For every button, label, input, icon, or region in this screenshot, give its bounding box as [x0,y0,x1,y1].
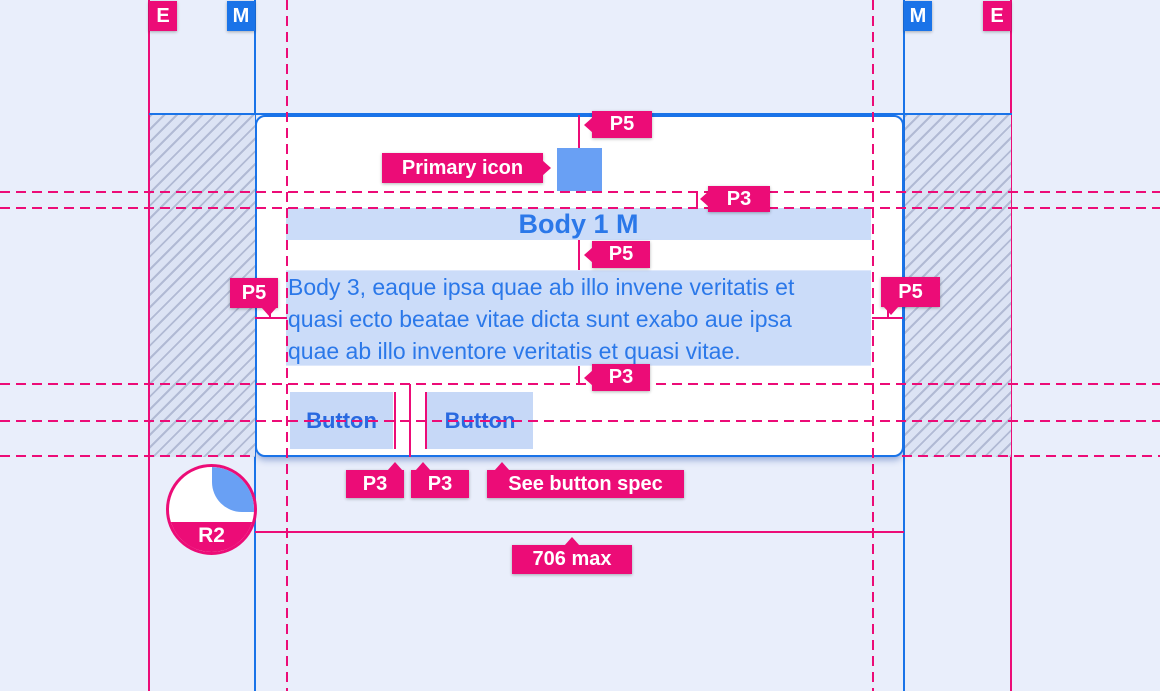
dashed-guide-button-baseline [0,420,1160,422]
p5-label: P5 [608,243,634,265]
p5-chip-left-padding: P5 [230,278,278,316]
measure-line-card-top-to-icon [578,115,580,148]
dashed-guide-card-bottom-right [902,455,1160,457]
p5-chip-right-padding: P5 [881,277,940,315]
card-body-text: Body 3, eaque ipsa quae ab illo invene v… [286,270,871,366]
p3-label: P3 [608,366,634,388]
measure-line-max-width [255,531,904,533]
p5-label: P5 [241,281,267,304]
margin-chip-left: M [227,1,255,31]
p5-label: P5 [898,280,923,303]
measure-line-button1-right [394,392,396,449]
p5-chip-card-top: P5 [584,111,652,138]
chip-notch-right [542,160,551,176]
card-title: Body 1 M [286,208,871,240]
p3-label: P3 [362,472,388,495]
edge-chip-right: E [983,1,1011,31]
chip-notch-left [584,116,593,133]
edge-keyline-right [1010,0,1012,691]
chip-notch-down [883,306,899,315]
dashed-guide-card-bottom-left [0,455,256,457]
body-line-2: quasi ecto beatae vitae dicta sunt exabo… [288,306,792,332]
corner-radius-magnifier: R2 [166,464,257,555]
p3-chip-body-buttons: P3 [584,364,650,391]
chip-notch-left [584,369,593,386]
margin-chip-right: M [904,1,932,31]
hatched-margin-right [905,115,1011,457]
dashed-guide-text-left [286,0,288,691]
edge-keyline-left [148,0,150,691]
measure-line-right-padding [872,317,903,319]
primary-icon-placeholder [557,148,602,191]
margin-keyline-right [903,0,905,691]
chip-notch-left [584,246,593,263]
corner-radius-label: R2 [169,522,254,552]
button-spec-label: See button spec [508,472,663,495]
p3-label: P3 [427,472,453,495]
p3-chip-icon-title: P3 [700,186,770,212]
chip-notch-down [261,307,277,316]
body-line-1: Body 3, eaque ipsa quae ab illo invene v… [288,274,795,300]
p5-chip-title-body: P5 [584,241,650,268]
measure-line-button2-left [425,392,427,449]
chip-notch-up [564,537,580,546]
p3-chip-button-gap-1: P3 [346,462,404,498]
measure-tick-icon-to-title [696,191,698,208]
p5-label: P5 [609,113,635,135]
hatched-margin-left [150,115,255,457]
max-width-callout: 706 max [512,537,632,574]
hatch-top-line [149,113,1012,115]
primary-icon-label: Primary icon [401,156,524,179]
dashed-guide-title-top [0,207,1160,209]
edge-chip-left: E [149,1,177,31]
dashed-guide-text-right [872,0,874,691]
dashed-guide-icon-bottom [0,191,1160,193]
chip-notch-up [415,462,431,471]
max-width-label: 706 max [532,548,612,570]
p3-chip-button-gap-2: P3 [411,462,469,498]
button-spec-callout: See button spec [487,462,684,498]
dashed-guide-buttons-top [0,383,1160,385]
measure-line-button-gap-center [409,384,411,457]
measure-line-title-to-body [578,240,580,270]
body-line-3: quae ab illo inventore veritatis et quas… [288,338,741,364]
primary-icon-callout: Primary icon [382,153,551,183]
chip-notch-up [494,462,510,471]
measure-line-body-to-buttons [578,366,580,384]
chip-notch-up [387,462,403,471]
magnified-card-corner [212,467,254,512]
p3-label: P3 [726,187,752,210]
chip-notch-left [700,191,709,207]
measure-line-left-padding [255,317,287,319]
